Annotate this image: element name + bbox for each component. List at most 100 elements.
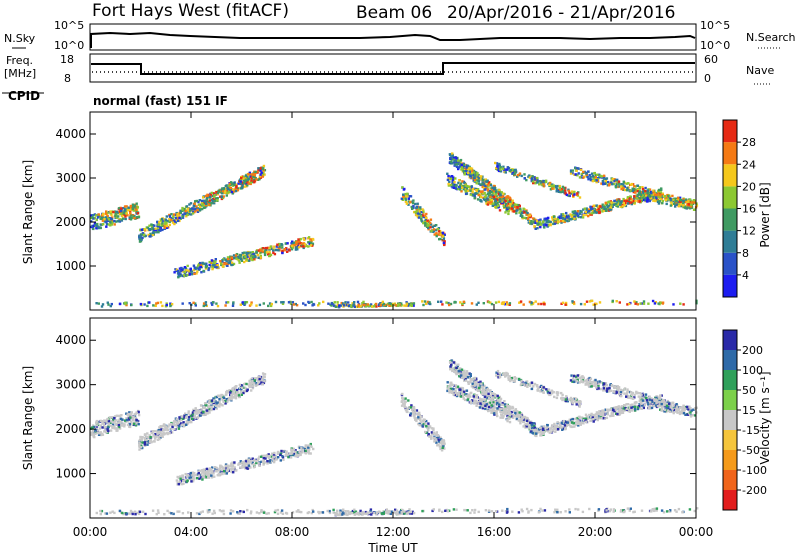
data-cell: [253, 170, 256, 173]
data-cell: [465, 166, 468, 169]
data-cell: [230, 188, 233, 191]
data-cell: [639, 302, 642, 305]
data-cell: [104, 212, 108, 215]
data-cell: [516, 173, 520, 177]
data-cell: [623, 185, 626, 188]
data-cell: [425, 419, 428, 423]
data-cell: [204, 475, 207, 479]
data-cell: [618, 201, 621, 204]
data-cell: [171, 425, 174, 429]
data-cell: [625, 199, 629, 202]
data-cell: [411, 207, 414, 210]
data-cell: [154, 433, 157, 436]
colorbar-swatch: [723, 208, 737, 231]
data-cell: [435, 232, 438, 235]
data-cell: [682, 199, 685, 203]
data-cell: [588, 173, 591, 177]
data-cell: [263, 173, 266, 176]
data-cell: [493, 197, 496, 201]
data-cell: [221, 466, 224, 469]
data-cell: [616, 180, 619, 184]
data-cell: [469, 511, 472, 515]
data-cell: [166, 226, 169, 229]
data-cell: [224, 398, 227, 401]
data-cell: [105, 223, 109, 226]
data-cell: [452, 182, 455, 185]
data-cell: [477, 173, 480, 177]
colorbar-tick-label: 24: [742, 158, 756, 171]
data-cell: [583, 170, 586, 174]
data-cell: [273, 451, 276, 455]
data-cell: [462, 166, 465, 169]
data-cell: [161, 222, 164, 225]
data-cell: [528, 300, 532, 304]
data-cell: [107, 420, 111, 423]
data-cell: [205, 409, 209, 412]
data-cell: [90, 214, 93, 217]
data-cell: [460, 190, 463, 193]
data-cell: [168, 511, 171, 514]
data-cell: [151, 231, 155, 235]
data-cell: [166, 219, 169, 223]
data-cell: [178, 425, 181, 428]
data-cell: [491, 204, 494, 207]
data-cell: [212, 397, 215, 400]
data-cell: [234, 469, 237, 472]
data-cell: [590, 207, 593, 210]
data-cell: [140, 233, 143, 236]
data-cell: [685, 207, 688, 210]
data-cell: [650, 192, 653, 195]
data-cell: [237, 182, 240, 185]
data-cell: [577, 508, 580, 511]
data-cell: [402, 193, 405, 196]
data-cell: [630, 202, 633, 206]
data-cell: [286, 454, 290, 457]
data-cell: [418, 413, 421, 417]
data-cell: [97, 213, 100, 216]
frequency-trace: [91, 62, 695, 75]
data-cell: [161, 432, 165, 436]
data-cell: [539, 180, 542, 183]
data-cell: [107, 429, 110, 433]
data-cell: [415, 419, 418, 423]
data-cell: [362, 300, 365, 304]
data-cell: [99, 217, 102, 221]
data-cell: [632, 190, 636, 194]
data-cell: [409, 201, 412, 204]
data-cell: [576, 167, 579, 170]
data-cell: [559, 188, 562, 192]
data-cell: [253, 465, 256, 468]
data-cell: [232, 471, 235, 474]
data-cell: [647, 193, 650, 196]
data-cell: [476, 179, 479, 182]
data-cell: [175, 422, 179, 425]
data-cell: [510, 205, 514, 208]
data-cell: [190, 480, 193, 483]
data-cell: [435, 431, 438, 434]
data-cell: [106, 211, 109, 214]
data-cell: [495, 206, 498, 209]
data-cell: [563, 187, 566, 190]
data-cell: [447, 182, 450, 186]
data-cell: [428, 435, 431, 438]
data-cell: [116, 428, 119, 431]
data-cell: [563, 217, 567, 220]
data-cell: [133, 216, 136, 220]
data-cell: [249, 256, 253, 260]
data-cell: [413, 409, 417, 412]
data-cell: [442, 445, 445, 448]
data-cell: [536, 223, 539, 226]
data-cell: [212, 192, 215, 195]
data-cell: [159, 425, 162, 428]
data-cell: [152, 430, 155, 433]
data-cell: [424, 423, 427, 426]
data-cell: [264, 246, 268, 250]
data-cell: [609, 203, 612, 206]
data-cell: [602, 209, 606, 212]
data-cell: [257, 167, 260, 170]
data-cell: [210, 194, 214, 198]
data-cell: [317, 304, 320, 307]
data-cell: [422, 215, 425, 219]
data-cell: [329, 303, 332, 306]
data-cell: [208, 469, 211, 472]
